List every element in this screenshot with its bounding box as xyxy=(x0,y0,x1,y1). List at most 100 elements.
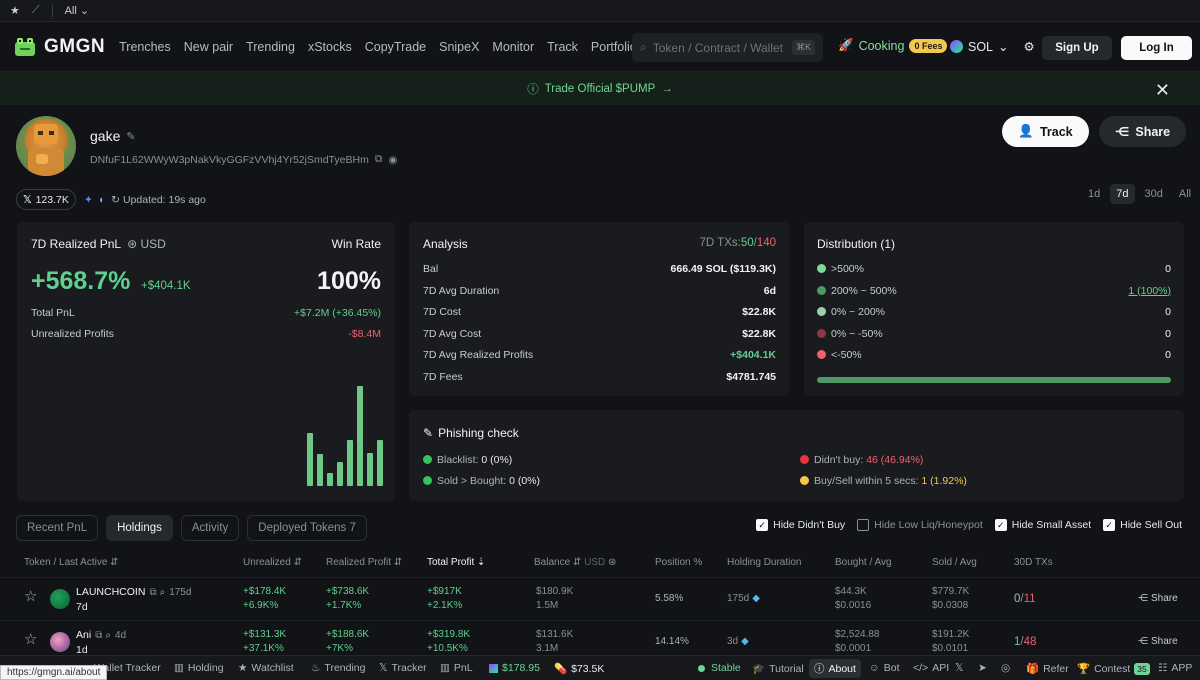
filter-hide-low-liq-honeypot[interactable]: Hide Low Liq/Honeypot xyxy=(857,519,983,531)
contest-link[interactable]: 🏆 Contest 35 xyxy=(1077,662,1150,675)
chain-selector[interactable]: SOL ⌄ ⚙ xyxy=(950,39,1035,54)
distribution-row-value[interactable]: 1 (100%) xyxy=(1128,284,1171,297)
token-name-group[interactable]: Ani ⧉ ⌕ 4d xyxy=(76,628,126,643)
nav-link-monitor[interactable]: Monitor xyxy=(492,39,535,54)
pnl-link[interactable]: ▥ PnL xyxy=(440,662,473,674)
nav-link-trenches[interactable]: Trenches xyxy=(119,39,171,54)
solana-icon xyxy=(489,663,498,673)
header-realized[interactable]: Realized Profit ⇵ xyxy=(326,557,402,568)
search-icon[interactable]: ⌕ xyxy=(159,587,166,598)
search-icon: ⌕ xyxy=(640,40,647,54)
checkbox-checked-icon[interactable]: ✓ xyxy=(994,519,1007,531)
track-button[interactable]: 👤 Track xyxy=(1002,116,1089,147)
tab-deployed-tokens-7[interactable]: Deployed Tokens 7 xyxy=(247,515,367,541)
promo-banner[interactable]: ⓘ Trade Official $PUMP → xyxy=(0,72,1200,105)
about-link[interactable]: ⓘ About xyxy=(809,659,861,678)
table-row[interactable]: ☆ LAUNCHCOIN ⧉ ⌕ 175d 7d +$178.4K +6.9K% +$738.6… xyxy=(0,577,1200,620)
tracker-link[interactable]: 𝕏 Tracker xyxy=(379,662,427,674)
settings-gear-icon[interactable]: ⚙ xyxy=(1023,40,1035,54)
info-icon: ⓘ xyxy=(814,663,825,675)
row-share-label: Share xyxy=(1151,593,1178,604)
refer-link[interactable]: 🎁 Refer xyxy=(1026,662,1069,676)
edit-icon[interactable]: ✎ xyxy=(126,130,136,143)
filter-hide-sell-out[interactable]: ✓ Hide Sell Out xyxy=(1103,519,1182,531)
header-token[interactable]: Token / Last Active ⇵ xyxy=(24,557,119,568)
brand-logo[interactable]: GMGN xyxy=(12,34,105,60)
copy-icon[interactable]: ⧉ xyxy=(95,630,103,641)
filter-hide-small-asset[interactable]: ✓ Hide Small Asset xyxy=(994,519,1091,531)
copy-icon[interactable]: ⧉ xyxy=(374,153,383,165)
nav-link-snipex[interactable]: SnipeX xyxy=(439,39,480,54)
copy-icon[interactable]: ⧉ xyxy=(149,587,157,598)
trending-link[interactable]: ♨ Trending xyxy=(311,662,365,674)
txs-total: 140 xyxy=(756,237,776,249)
header-total[interactable]: Total Profit ⇣ xyxy=(427,557,485,568)
updated-text: Updated: 19s ago xyxy=(122,194,206,206)
close-icon[interactable]: ✕ xyxy=(1154,80,1170,100)
analysis-row: 7D Avg Duration 6d xyxy=(423,285,776,297)
nav-link-new-pair[interactable]: New pair xyxy=(183,39,234,54)
total-profit-percent: +2.1K% xyxy=(427,600,463,611)
token-name-group[interactable]: LAUNCHCOIN ⧉ ⌕ 175d xyxy=(76,585,191,600)
checkbox-checked-icon[interactable]: ✓ xyxy=(1103,519,1116,531)
holding-link[interactable]: ▥ Holding xyxy=(174,662,224,674)
telegram-icon[interactable]: ➤ xyxy=(978,662,987,674)
api-link[interactable]: </> API xyxy=(913,662,949,674)
nav-link-copytrade[interactable]: CopyTrade xyxy=(364,39,427,54)
x-social-icon[interactable]: 𝕏 xyxy=(955,662,964,674)
star-icon[interactable]: ★ xyxy=(10,5,20,17)
filter-hide-didn-t-buy[interactable]: ✓ Hide Didn't Buy xyxy=(756,519,845,531)
tab-recent-pnl[interactable]: Recent PnL xyxy=(16,515,99,541)
header-unrealized[interactable]: Unrealized ⇵ xyxy=(243,557,302,568)
share-button[interactable]: ⋲ Share xyxy=(1099,116,1186,147)
row-share-button[interactable]: ⋲ Share xyxy=(1138,635,1178,649)
checkbox-checked-icon[interactable]: ✓ xyxy=(756,519,769,531)
favorite-star-icon[interactable]: ☆ xyxy=(24,631,38,648)
tutorial-link[interactable]: 🎓 Tutorial xyxy=(752,662,804,676)
row-share-label: Share xyxy=(1151,636,1178,647)
nav-link-track[interactable]: Track xyxy=(547,39,578,54)
chart-icon[interactable]: ⟋ xyxy=(31,4,40,16)
nav-link-trending[interactable]: Trending xyxy=(246,39,295,54)
search-input[interactable]: Token / Contract / Wallet xyxy=(652,40,784,55)
distribution-row-value: 0 xyxy=(1165,306,1171,319)
wallet-tracker-link[interactable]: Wallet Tracker xyxy=(94,662,161,674)
tx-buy-count: 1 xyxy=(1014,636,1021,648)
x-logo-icon: 𝕏 xyxy=(23,193,32,206)
row-share-button[interactable]: ⋲ Share xyxy=(1138,592,1178,606)
filter-dropdown[interactable]: All ⌄ xyxy=(65,4,90,17)
red-dot-icon xyxy=(800,455,809,464)
period-all[interactable]: All xyxy=(1178,188,1192,200)
divider xyxy=(51,4,53,17)
search-icon[interactable]: ⌕ xyxy=(105,630,111,641)
favorite-star-icon[interactable]: ☆ xyxy=(24,588,38,605)
currency-toggle[interactable]: ⊛ USD xyxy=(127,237,166,251)
refresh-icon[interactable]: ↻ xyxy=(111,194,120,206)
period-7d[interactable]: 7d xyxy=(1110,184,1135,204)
tab-holdings[interactable]: Holdings xyxy=(106,515,173,541)
currency-swap-icon[interactable]: ⊛ xyxy=(608,557,617,568)
sort-icon: ⇵ xyxy=(393,557,403,568)
checkbox-empty-icon[interactable] xyxy=(857,519,870,531)
discord-icon[interactable]: ◎ xyxy=(1001,662,1011,674)
explorer-icon[interactable]: ◉ xyxy=(388,153,398,166)
nav-link-xstocks[interactable]: xStocks xyxy=(307,39,352,54)
sort-icon: ⇵ xyxy=(110,557,119,568)
stable-label: Stable xyxy=(711,662,741,674)
login-button[interactable]: Log In xyxy=(1121,36,1192,60)
signup-button[interactable]: Sign Up xyxy=(1042,36,1112,60)
period-1d[interactable]: 1d xyxy=(1088,188,1101,200)
x-followers-badge[interactable]: 𝕏 123.7K xyxy=(16,189,76,210)
nav-link-portfolio[interactable]: Portfolio xyxy=(590,39,637,54)
period-30d[interactable]: 30d xyxy=(1144,188,1163,200)
watchlist-link[interactable]: ★ Watchlist xyxy=(238,662,294,674)
header-balance[interactable]: Balance ⇵ USD ⊛ xyxy=(534,557,616,568)
bought-value: $44.3K xyxy=(835,586,867,597)
search-box[interactable]: ⌕ Token / Contract / Wallet ⌘K xyxy=(632,33,823,62)
cooking-button[interactable]: 🚀 Cooking 0 Fees xyxy=(838,38,948,53)
tab-activity[interactable]: Activity xyxy=(180,515,240,541)
table-row[interactable]: ☆ Ani ⧉ ⌕ 4d 1d +$131.3K +37.1K% +$188.6K +7K% +$3… xyxy=(0,620,1200,663)
app-link[interactable]: ☷ APP xyxy=(1158,662,1192,674)
bot-link[interactable]: ☺ Bot xyxy=(869,662,900,674)
distribution-range: 200% ~ 500% xyxy=(831,284,897,297)
